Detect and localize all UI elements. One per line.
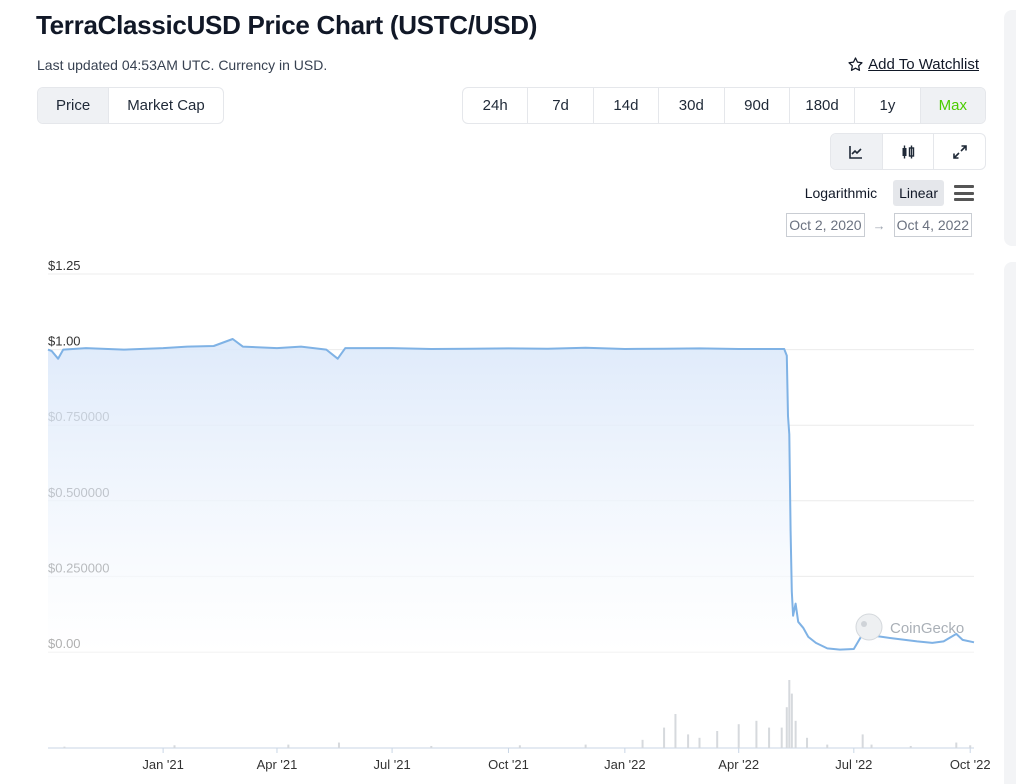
volume-bar [518, 745, 521, 748]
range-90d[interactable]: 90d [725, 88, 790, 123]
volume-bar [768, 727, 771, 748]
last-updated-text: Last updated 04:53AM UTC. Currency in US… [37, 57, 328, 73]
range-180d[interactable]: 180d [790, 88, 856, 123]
x-tick-label: Oct '21 [488, 757, 529, 772]
range-14d[interactable]: 14d [594, 88, 660, 123]
side-panel-top [1004, 10, 1016, 246]
volume-bar [794, 720, 797, 748]
volume-bar [780, 727, 783, 748]
page-title: TerraClassicUSD Price Chart (USTC/USD) [36, 10, 538, 40]
volume-bar [641, 739, 644, 748]
volume-bar [737, 724, 740, 748]
line-chart-button[interactable] [831, 134, 883, 169]
range-30d[interactable]: 30d [659, 88, 725, 123]
x-tick-label: Apr '22 [718, 757, 759, 772]
metric-tabs: Price Market Cap [37, 87, 224, 124]
price-chart[interactable]: $1.25$1.00$0.750000$0.500000$0.250000$0.… [0, 250, 1000, 784]
volume-bar [969, 745, 972, 748]
range-1y[interactable]: 1y [855, 88, 921, 123]
scale-logarithmic[interactable]: Logarithmic [804, 185, 878, 201]
tab-market-cap[interactable]: Market Cap [127, 97, 205, 114]
volume-bar [663, 727, 666, 748]
coingecko-logo-icon [855, 613, 883, 641]
tab-price[interactable]: Price [38, 88, 110, 123]
volume-bar [337, 742, 340, 748]
candlestick-button[interactable] [883, 134, 935, 169]
y-tick-label: $1.00 [48, 334, 81, 349]
watermark-text: CoinGecko [890, 620, 964, 637]
volume-bar [584, 744, 587, 748]
side-panel-bottom [1004, 262, 1016, 784]
line-chart-icon [849, 145, 863, 159]
range-max[interactable]: Max [920, 88, 985, 123]
volume-bar [785, 707, 788, 748]
x-tick-label: Jul '21 [374, 757, 411, 772]
x-tick-label: Jan '22 [604, 757, 646, 772]
volume-bar [788, 680, 791, 748]
range-24h[interactable]: 24h [463, 88, 529, 123]
date-to-input[interactable]: Oct 4, 2022 [893, 213, 972, 237]
expand-button[interactable] [934, 134, 985, 169]
volume-bar [806, 737, 809, 748]
price-area-fill [48, 339, 974, 652]
x-tick-label: Jul '22 [835, 757, 872, 772]
x-tick-label: Apr '21 [257, 757, 298, 772]
volume-bar [755, 720, 758, 748]
date-from-input[interactable]: Oct 2, 2020 [786, 213, 865, 237]
scale-toggle: Logarithmic Linear [799, 180, 974, 206]
range-7d[interactable]: 7d [528, 88, 594, 123]
volume-bar [430, 745, 433, 748]
add-to-watchlist-link[interactable]: Add To Watchlist [847, 56, 979, 73]
chart-view-toggle [830, 133, 986, 170]
volume-bar [698, 737, 701, 748]
arrow-right-icon: → [872, 217, 886, 233]
volume-bar [870, 744, 873, 748]
x-tick-label: Oct '22 [950, 757, 991, 772]
volume-bar [909, 745, 912, 748]
volume-bar [287, 744, 290, 748]
scale-linear[interactable]: Linear [893, 180, 944, 206]
x-axis-ticks: Jan '21 Apr '21 Jul '21 Oct '21 Jan '22 Apr '… [142, 748, 991, 772]
volume-bar [826, 744, 829, 748]
hamburger-menu-icon[interactable] [954, 185, 974, 201]
volume-bar [716, 731, 719, 748]
coingecko-watermark: CoinGecko [855, 613, 964, 641]
volume-bars [48, 680, 974, 749]
x-tick-label: Jan '21 [142, 757, 184, 772]
candlestick-icon [902, 145, 915, 158]
volume-bar [687, 734, 690, 748]
expand-icon [952, 144, 967, 159]
time-range-tabs: 24h 7d 14d 30d 90d 180d 1y Max [462, 87, 986, 124]
volume-bar [861, 734, 864, 748]
coingecko-logo-eye [861, 621, 867, 627]
watchlist-label: Add To Watchlist [868, 56, 979, 73]
volume-bar [955, 742, 958, 748]
price-area [47, 338, 975, 652]
y-tick-label: $1.25 [48, 258, 81, 273]
star-outline-icon [848, 57, 863, 71]
date-range: Oct 2, 2020 → Oct 4, 2022 [786, 213, 972, 237]
volume-bar [173, 745, 176, 748]
volume-bar [63, 746, 66, 748]
volume-bar [790, 693, 793, 748]
volume-bar [674, 714, 677, 748]
